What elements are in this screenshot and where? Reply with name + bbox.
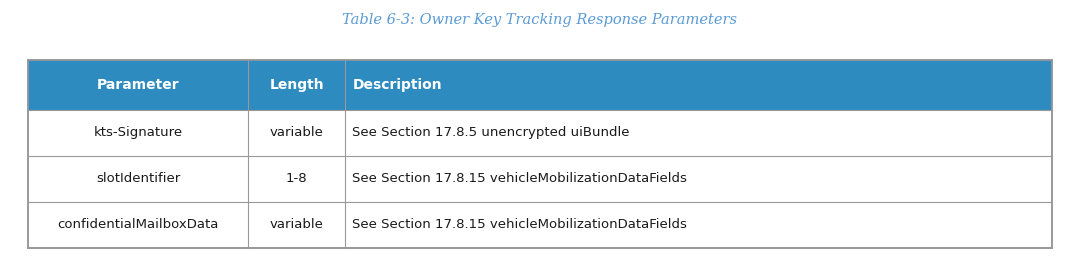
Text: Table 6-3: Owner Key Tracking Response Parameters: Table 6-3: Owner Key Tracking Response P… xyxy=(342,13,738,27)
Text: variable: variable xyxy=(270,218,324,231)
Text: See Section 17.8.15 vehicleMobilizationDataFields: See Section 17.8.15 vehicleMobilizationD… xyxy=(352,218,687,231)
Text: 1-8: 1-8 xyxy=(286,172,308,185)
Text: See Section 17.8.15 vehicleMobilizationDataFields: See Section 17.8.15 vehicleMobilizationD… xyxy=(352,172,687,185)
Text: See Section 17.8.5 unencrypted uiBundle: See Section 17.8.5 unencrypted uiBundle xyxy=(352,126,630,139)
Bar xyxy=(28,60,1052,110)
Bar xyxy=(28,60,1052,248)
Text: variable: variable xyxy=(270,126,324,139)
Text: confidentialMailboxData: confidentialMailboxData xyxy=(57,218,219,231)
Text: kts-Signature: kts-Signature xyxy=(94,126,183,139)
Text: Length: Length xyxy=(270,78,324,92)
Text: Parameter: Parameter xyxy=(97,78,179,92)
Text: slotIdentifier: slotIdentifier xyxy=(96,172,180,185)
Text: Description: Description xyxy=(352,78,442,92)
